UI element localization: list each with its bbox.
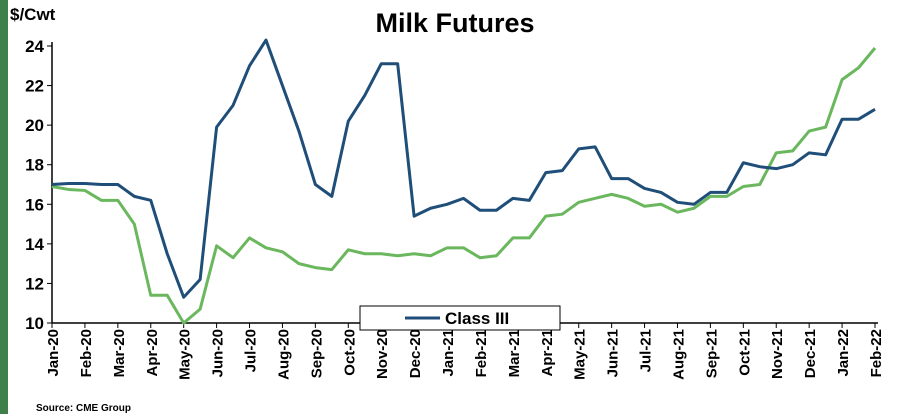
x-tick-label: May-21 bbox=[572, 329, 589, 380]
x-tick-label: Feb-21 bbox=[473, 329, 490, 377]
x-tick-label: Feb-22 bbox=[868, 329, 885, 377]
x-tick-label: May-20 bbox=[177, 329, 194, 380]
x-tick-label: Jan-20 bbox=[45, 329, 62, 377]
x-tick-label: Oct-20 bbox=[341, 329, 358, 376]
chart-title: Milk Futures bbox=[375, 8, 534, 38]
x-tick-label: Dec-21 bbox=[802, 329, 819, 378]
x-tick-label: Nov-21 bbox=[769, 329, 786, 379]
x-tick-label: Oct-21 bbox=[736, 329, 753, 376]
x-tick-label: Feb-20 bbox=[78, 329, 95, 377]
y-tick-label: 22 bbox=[25, 77, 44, 96]
legend-label: Class III bbox=[445, 309, 509, 328]
series-line bbox=[51, 38, 876, 299]
legend-box bbox=[359, 305, 561, 331]
x-tick-label: Dec-20 bbox=[407, 329, 424, 378]
x-tick-label: Jun-20 bbox=[210, 329, 227, 377]
y-tick-label: 10 bbox=[25, 314, 44, 333]
y-tick-label: 12 bbox=[25, 274, 44, 293]
x-tick-label: Mar-21 bbox=[506, 329, 523, 377]
y-axis-label: $/Cwt bbox=[10, 5, 56, 24]
x-tick-label: Jul-20 bbox=[243, 329, 260, 372]
y-tick-label: 14 bbox=[25, 235, 44, 254]
source: Source: CME Group bbox=[36, 403, 131, 414]
series-line bbox=[51, 47, 877, 325]
side-strip bbox=[0, 0, 8, 414]
x-tick-label: Aug-21 bbox=[670, 329, 687, 380]
x-tick-label: Mar-20 bbox=[111, 329, 128, 377]
x-tick-label: Sep-20 bbox=[308, 329, 325, 378]
x-tick-label: Sep-21 bbox=[703, 329, 720, 378]
y-tick-label: 16 bbox=[25, 195, 44, 214]
x-tick-label: Apr-21 bbox=[539, 329, 556, 377]
x-tick-label: Aug-20 bbox=[275, 329, 292, 380]
x-tick-label: Jan-21 bbox=[440, 329, 457, 377]
x-tick-label: Nov-20 bbox=[374, 329, 391, 379]
y-tick-label: 20 bbox=[25, 116, 44, 135]
x-tick-label: Jan-22 bbox=[835, 329, 852, 377]
x-tick-label: Apr-20 bbox=[144, 329, 161, 377]
y-tick-label: 18 bbox=[25, 156, 44, 175]
y-tick-label: 24 bbox=[25, 37, 44, 56]
x-tick-label: Jul-21 bbox=[638, 329, 655, 372]
x-tick-label: Jun-21 bbox=[605, 329, 622, 377]
